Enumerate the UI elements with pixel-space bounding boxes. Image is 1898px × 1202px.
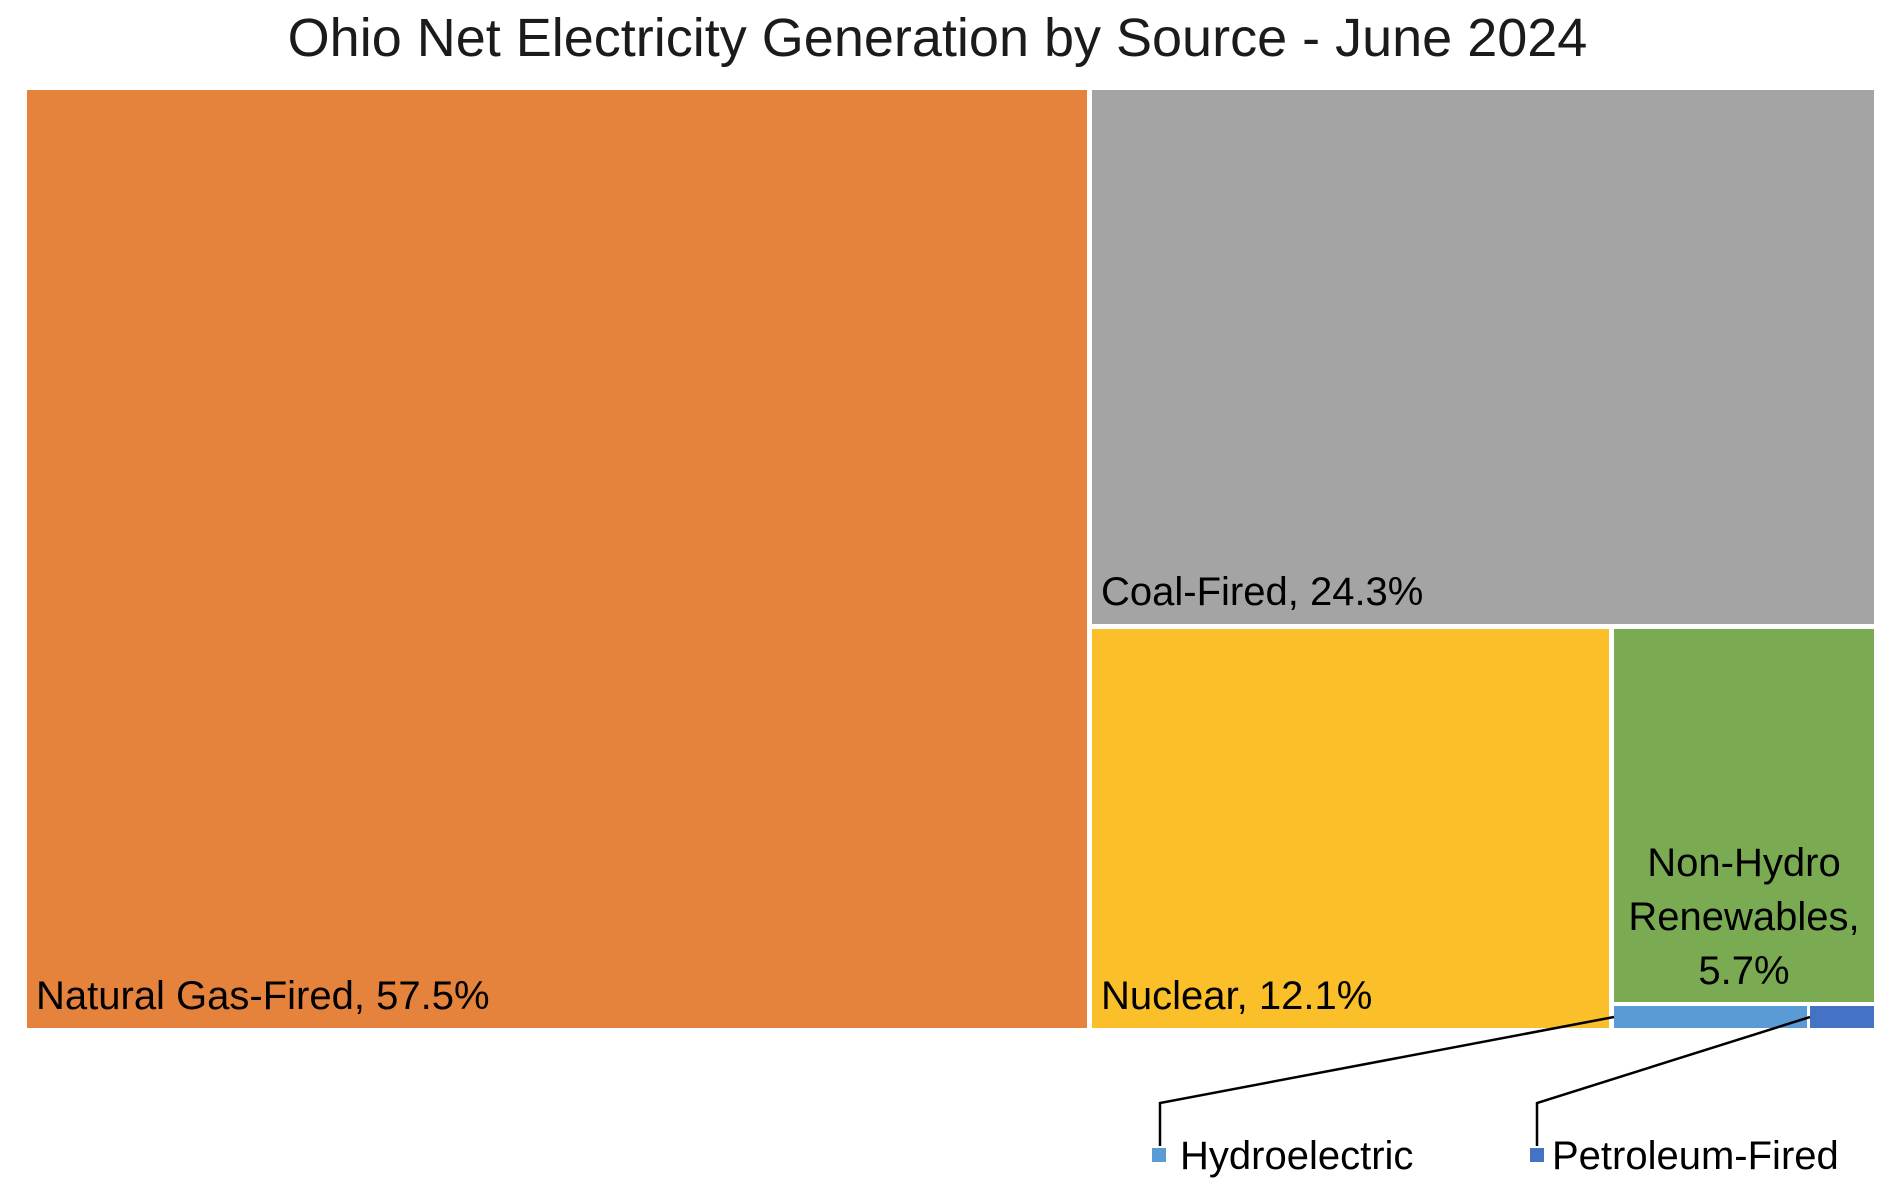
callout-line-petroleum-fired — [1535, 1015, 1811, 1146]
tile-coal-fired: Coal-Fired, 24.3% — [1092, 90, 1874, 624]
tile-label-coal-fired: Coal-Fired, 24.3% — [1101, 570, 1424, 614]
hydroelectric-legend-marker-icon — [1152, 1148, 1166, 1162]
tile-label-non-hydro-renewables: Non-Hydro Renewables, 5.7% — [1628, 841, 1860, 993]
tile-label-nuclear: Nuclear, 12.1% — [1101, 974, 1373, 1018]
tile-label-natural-gas-fired: Natural Gas-Fired, 57.5% — [36, 974, 490, 1018]
tile-hydroelectric — [1614, 1006, 1807, 1028]
chart-title: Ohio Net Electricity Generation by Sourc… — [287, 8, 1588, 68]
petroleum-legend-label: Petroleum-Fired — [1552, 1134, 1839, 1178]
hydroelectric-legend-label: Hydroelectric — [1180, 1134, 1414, 1178]
tile-nuclear: Nuclear, 12.1% — [1092, 629, 1609, 1028]
callout-line-hydroelectric — [1158, 1015, 1615, 1146]
tile-petroleum-fired — [1810, 1006, 1874, 1028]
petroleum-legend-marker-icon — [1530, 1148, 1544, 1162]
tile-non-hydro-renewables: Non-Hydro Renewables, 5.7% — [1614, 629, 1874, 1002]
tile-natural-gas-fired: Natural Gas-Fired, 57.5% — [27, 90, 1087, 1028]
